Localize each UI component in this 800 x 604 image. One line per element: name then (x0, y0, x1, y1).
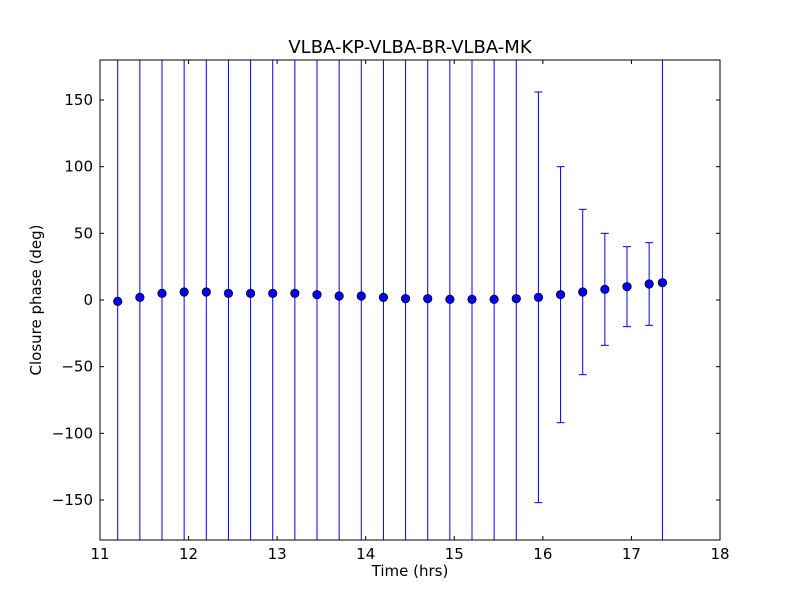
x-tick-label: 17 (622, 545, 641, 563)
x-tick-label: 16 (533, 545, 552, 563)
data-point (157, 288, 167, 298)
x-tick-label: 12 (179, 545, 198, 563)
data-point (622, 282, 632, 292)
data-point (644, 279, 654, 289)
y-tick-label: 150 (64, 91, 93, 109)
data-point (533, 292, 544, 302)
data-point (657, 278, 668, 288)
data-point (268, 288, 278, 298)
y-axis-ticks: −150 −100 −50 0 50 100 150 (52, 91, 720, 509)
chart-title: VLBA-KP-VLBA-BR-VLBA-MK (288, 37, 532, 58)
data-point (201, 287, 211, 297)
data-point (400, 294, 411, 304)
data-point (245, 288, 256, 298)
data-point (578, 287, 588, 297)
data-point (555, 290, 566, 300)
data-point (290, 288, 300, 298)
y-tick-label: −50 (61, 358, 93, 376)
data-point (135, 292, 145, 302)
y-tick-label: 0 (83, 291, 93, 309)
x-axis-label: Time (hrs) (371, 562, 449, 580)
data-point (113, 296, 123, 306)
data-point (223, 288, 234, 298)
marker-layer (113, 278, 668, 306)
data-point (179, 287, 189, 297)
data-point (378, 292, 389, 302)
x-tick-label: 18 (710, 545, 729, 563)
x-tick-label: 14 (356, 545, 375, 563)
data-point (445, 294, 455, 304)
plot-area-background (100, 60, 720, 540)
x-axis-ticks: 11 12 13 14 15 16 17 18 (90, 60, 730, 563)
data-point (600, 284, 610, 294)
y-tick-label: −150 (52, 491, 93, 509)
x-tick-label: 15 (445, 545, 464, 563)
data-point (356, 291, 366, 301)
data-point (334, 291, 344, 301)
y-tick-label: 100 (64, 158, 93, 176)
y-axis-label: Closure phase (deg) (27, 225, 45, 376)
y-tick-label: 50 (74, 224, 93, 242)
data-point (423, 294, 433, 304)
y-tick-label: −100 (52, 424, 93, 442)
data-point (511, 294, 521, 304)
data-point (467, 294, 477, 304)
data-point (312, 290, 322, 300)
x-tick-label: 13 (268, 545, 287, 563)
data-point (489, 294, 499, 304)
x-tick-label: 11 (90, 545, 109, 563)
